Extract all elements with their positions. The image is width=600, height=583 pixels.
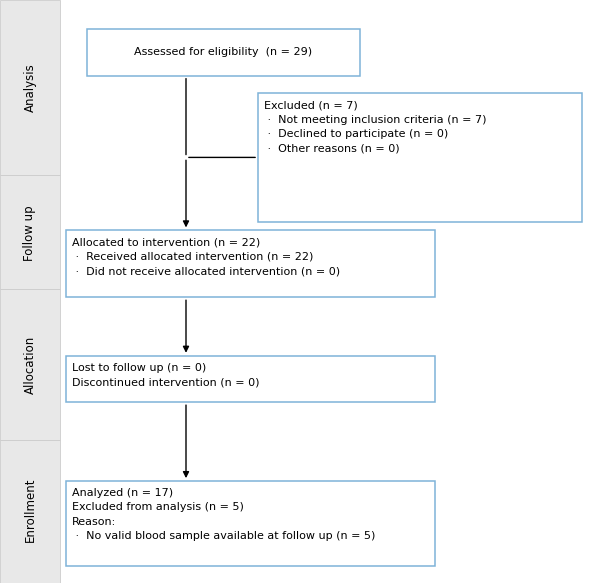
Text: Lost to follow up (n = 0)
Discontinued intervention (n = 0): Lost to follow up (n = 0) Discontinued i…	[72, 363, 260, 387]
Bar	[0, 289, 60, 440]
Text: Follow up: Follow up	[23, 205, 37, 261]
FancyBboxPatch shape	[66, 230, 435, 297]
Text: Analysis: Analysis	[23, 63, 37, 112]
Bar	[0, 175, 60, 289]
Bar	[0, 0, 60, 175]
FancyBboxPatch shape	[66, 356, 435, 402]
FancyBboxPatch shape	[66, 481, 435, 566]
Text: Excluded (n = 7)
 ·  Not meeting inclusion criteria (n = 7)
 ·  Declined to part: Excluded (n = 7) · Not meeting inclusion…	[264, 100, 487, 153]
FancyBboxPatch shape	[258, 93, 582, 222]
FancyBboxPatch shape	[87, 29, 360, 76]
Text: Analyzed (n = 17)
Excluded from analysis (n = 5)
Reason:
 ·  No valid blood samp: Analyzed (n = 17) Excluded from analysis…	[72, 488, 376, 541]
Bar	[0, 440, 60, 583]
Text: Allocation: Allocation	[23, 335, 37, 394]
Text: Enrollment: Enrollment	[23, 478, 37, 542]
Text: Assessed for eligibility  (n = 29): Assessed for eligibility (n = 29)	[134, 47, 313, 58]
Text: Allocated to intervention (n = 22)
 ·  Received allocated intervention (n = 22)
: Allocated to intervention (n = 22) · Rec…	[72, 237, 340, 276]
